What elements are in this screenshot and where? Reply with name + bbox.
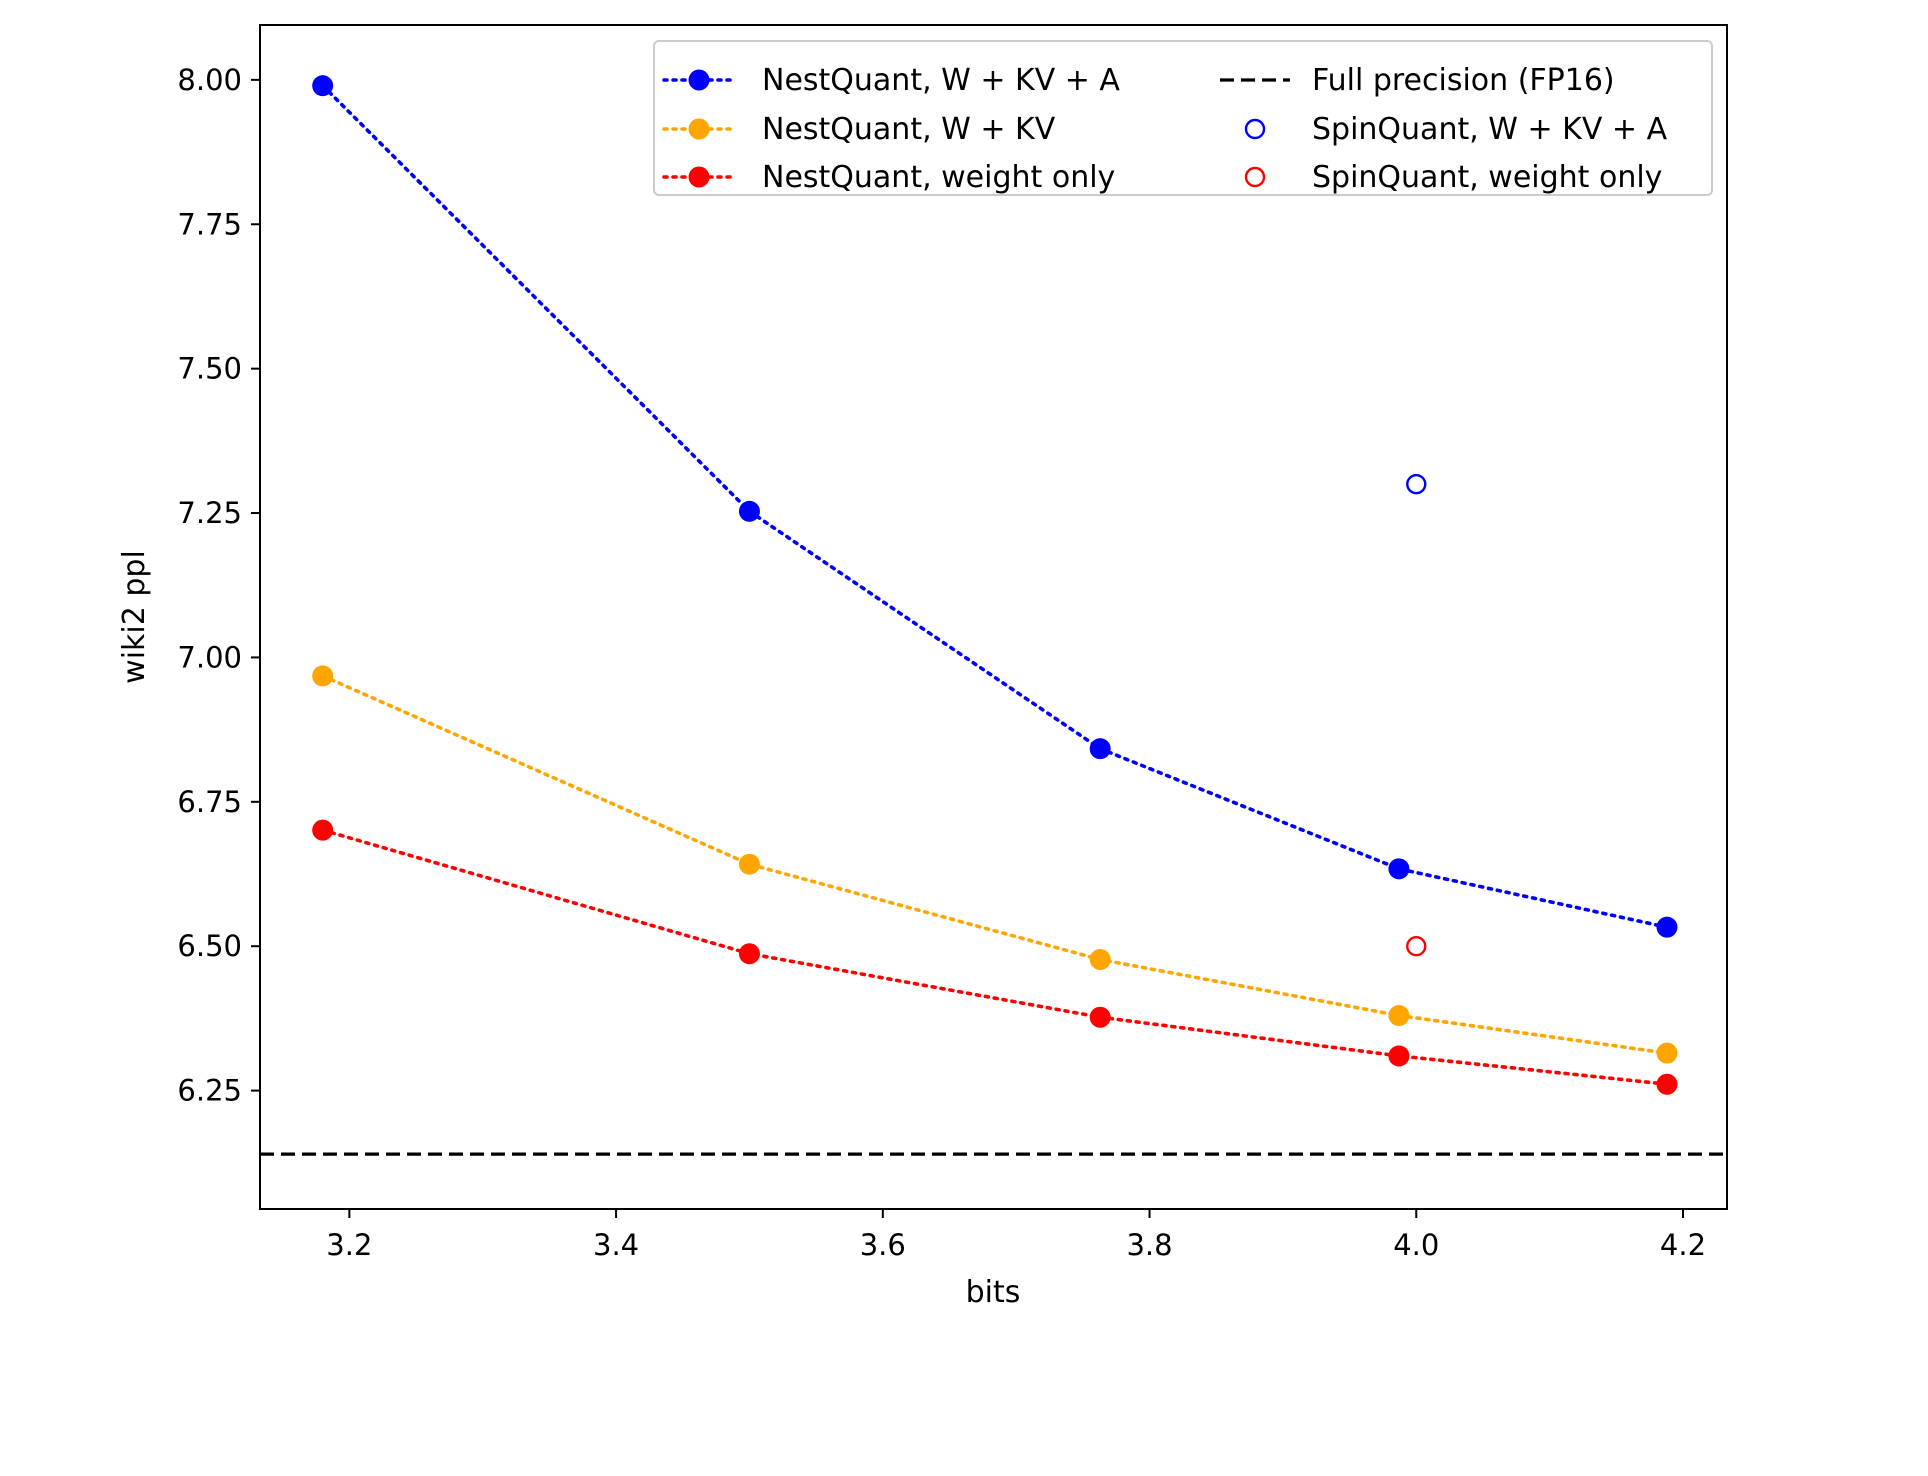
x-tick-label: 3.4 <box>593 1228 639 1262</box>
legend-marker <box>688 69 710 91</box>
data-point <box>312 819 334 841</box>
x-tick-label: 3.8 <box>1126 1228 1172 1262</box>
plot-marks <box>260 75 1727 1156</box>
y-tick-label: 7.75 <box>177 207 242 241</box>
legend-marker <box>1244 118 1266 140</box>
legend-marker <box>688 118 710 140</box>
data-point <box>1406 936 1427 957</box>
data-point <box>1089 948 1111 970</box>
series-nestquant-w-kv <box>312 665 1678 1064</box>
x-tick-label: 3.2 <box>326 1228 372 1262</box>
y-tick-label: 7.50 <box>177 352 242 386</box>
legend: NestQuant, W + KV + A NestQuant, W + KV Ne… <box>653 40 1713 196</box>
legend-marker <box>1244 166 1266 188</box>
x-axis: 3.2 3.4 3.6 3.8 4.0 4.2 <box>326 1209 1706 1262</box>
series-spinquant-w-kv-a <box>1406 473 1427 495</box>
data-point <box>1656 1042 1678 1064</box>
series-nestquant-weight-only <box>312 819 1678 1095</box>
data-point <box>312 665 334 687</box>
legend-entry: Full precision (FP16) <box>1220 63 1615 98</box>
series-spinquant-weight-only <box>1406 936 1427 957</box>
legend-entry: NestQuant, W + KV <box>662 112 1056 147</box>
legend-entry: SpinQuant, weight only <box>1244 160 1662 195</box>
series-line <box>320 828 1669 1086</box>
x-tick-label: 4.0 <box>1393 1228 1439 1262</box>
y-axis: 6.25 6.50 6.75 7.00 7.25 7.50 7.75 8.00 <box>177 63 260 1108</box>
legend-entry: NestQuant, weight only <box>662 160 1115 195</box>
y-axis-label: wiki2 ppl <box>117 550 152 684</box>
y-tick-label: 7.25 <box>177 496 242 530</box>
y-tick-label: 6.50 <box>177 929 242 963</box>
data-point <box>1406 473 1427 495</box>
x-axis-label: bits <box>966 1275 1021 1310</box>
y-tick-label: 6.75 <box>177 785 242 819</box>
data-point <box>738 943 760 965</box>
legend-label: Full precision (FP16) <box>1312 63 1615 98</box>
data-point <box>738 853 760 875</box>
y-tick-label: 7.00 <box>177 640 242 674</box>
y-tick-label: 6.25 <box>177 1074 242 1108</box>
legend-label: SpinQuant, weight only <box>1312 160 1662 195</box>
data-point <box>1656 1073 1678 1095</box>
series-line <box>320 83 1669 930</box>
data-point <box>738 500 760 522</box>
data-point <box>312 75 334 97</box>
legend-entry: SpinQuant, W + KV + A <box>1244 112 1668 147</box>
legend-label: NestQuant, W + KV + A <box>762 63 1120 98</box>
legend-marker <box>688 166 710 188</box>
data-point <box>1388 1045 1410 1067</box>
legend-box <box>653 40 1713 196</box>
data-point <box>1089 1006 1111 1028</box>
plot-frame <box>259 24 1728 1210</box>
series-nestquant-w-kv-a <box>312 75 1678 938</box>
legend-label: SpinQuant, W + KV + A <box>1312 112 1668 147</box>
legend-label: NestQuant, weight only <box>762 160 1115 195</box>
x-tick-label: 4.2 <box>1660 1228 1706 1262</box>
data-point <box>1089 738 1111 760</box>
data-point <box>1656 916 1678 938</box>
x-tick-label: 3.6 <box>860 1228 906 1262</box>
y-tick-label: 8.00 <box>177 63 242 97</box>
legend-label: NestQuant, W + KV <box>762 112 1056 147</box>
data-point <box>1388 1005 1410 1027</box>
data-point <box>1388 858 1410 880</box>
legend-entry: NestQuant, W + KV + A <box>662 63 1120 98</box>
